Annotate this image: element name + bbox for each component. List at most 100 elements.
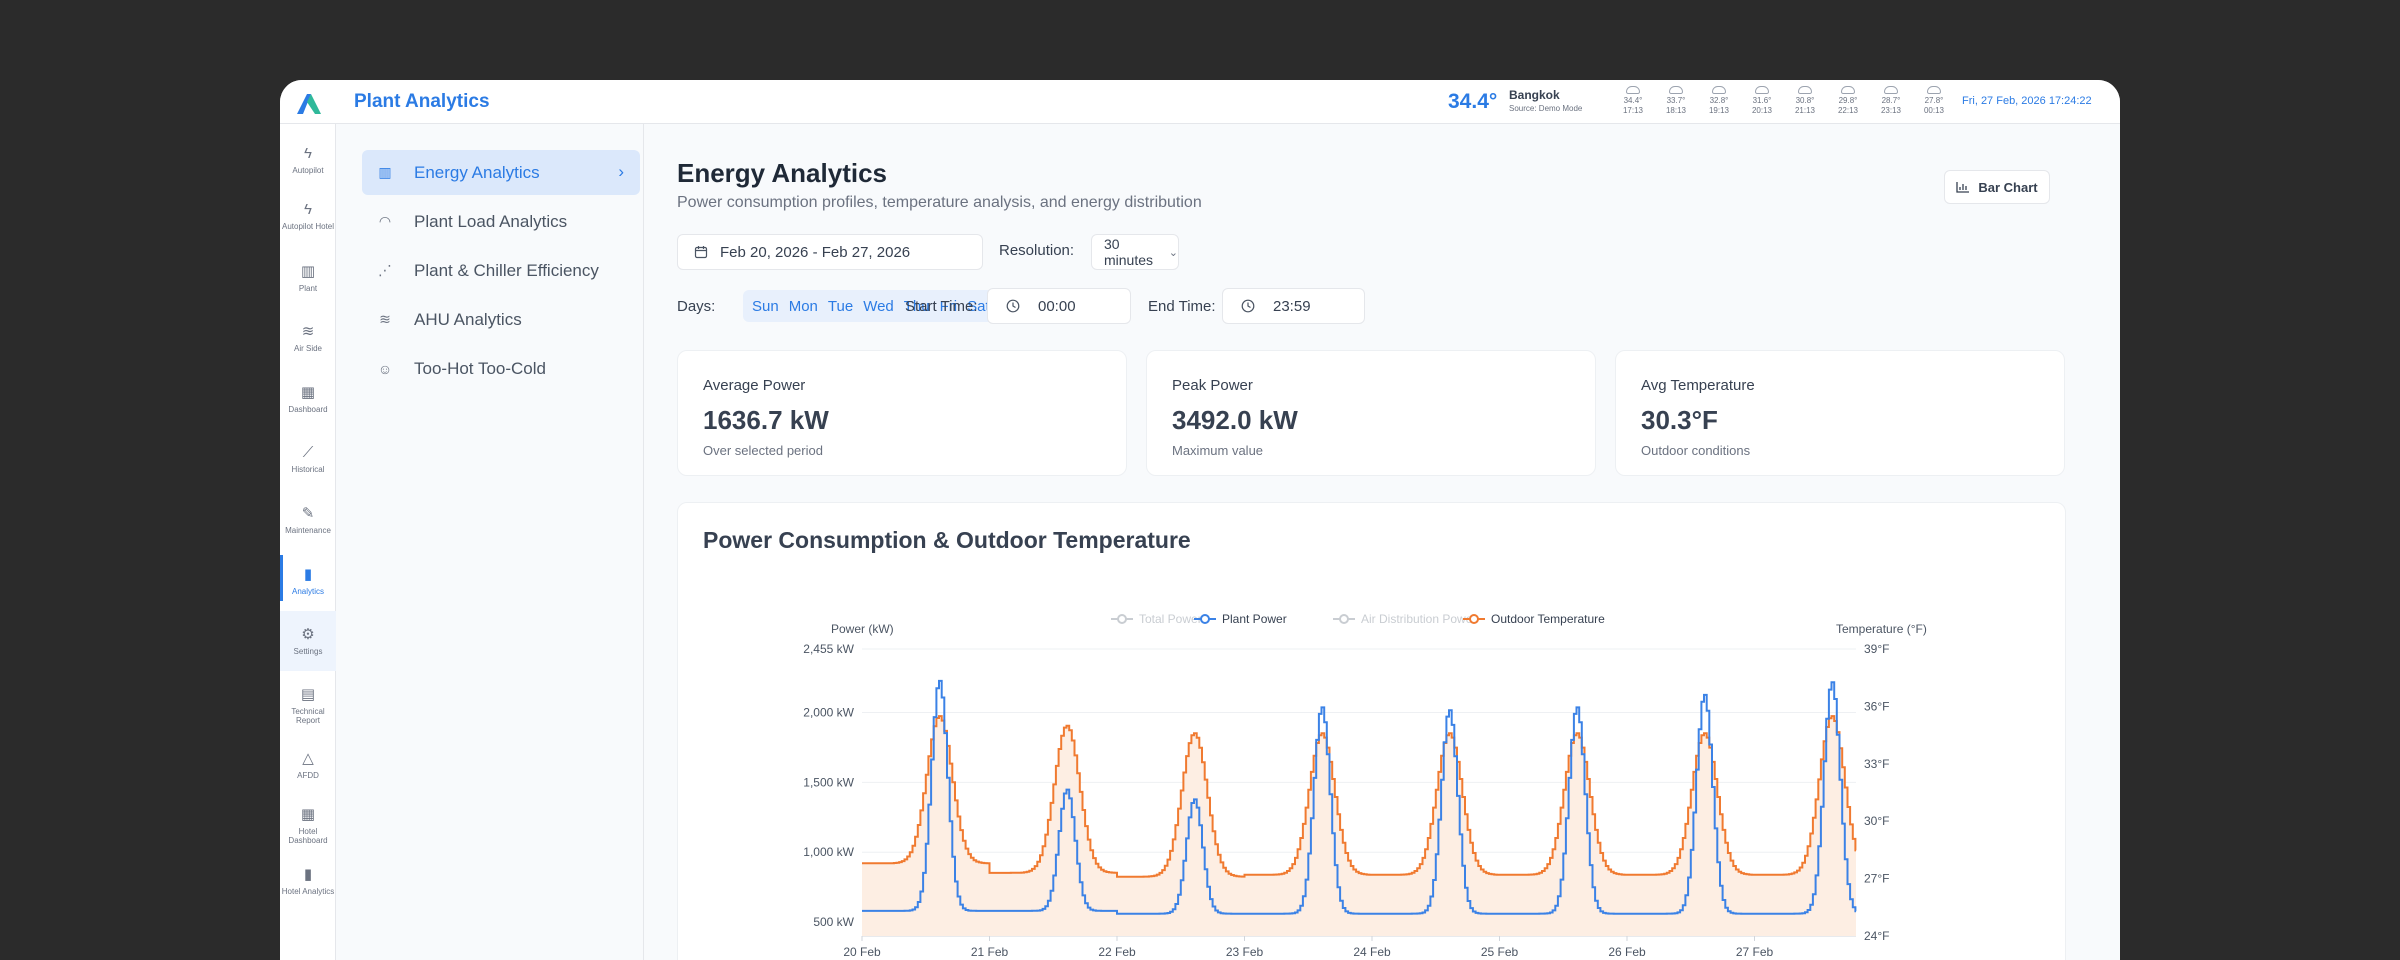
cloud-icon: [1626, 86, 1640, 94]
rail-item-plant[interactable]: ▥ Plant: [280, 264, 336, 294]
rail-item-label: Maintenance: [285, 526, 331, 535]
legend-label: Outdoor Temperature: [1491, 612, 1605, 626]
rail-item-label: Hotel Dashboard: [288, 827, 328, 845]
app-logo[interactable]: [294, 92, 322, 116]
rail-item-autopilot-hotel[interactable]: ϟ Autopilot Hotel: [280, 201, 336, 232]
page-subtitle: Power consumption profiles, temperature …: [677, 194, 1202, 211]
days-label: Days:: [677, 298, 716, 315]
y2-tick-label: 33°F: [1864, 757, 1889, 771]
rail-item-air-side[interactable]: ≋ Air Side: [280, 324, 336, 354]
bar-chart-icon: [1956, 182, 1970, 193]
forecast-hour: 30.8° 21:13: [1790, 86, 1820, 116]
subnav-item-ahu-analytics[interactable]: ≋ AHU Analytics: [362, 297, 640, 342]
rail-item-hotel-analytics[interactable]: ▮ Hotel Analytics: [280, 866, 336, 897]
rail-item-label: Historical: [291, 465, 325, 474]
cloud-icon: [1884, 86, 1898, 94]
x-tick-label: 25 Feb: [1481, 945, 1519, 959]
subnav-item-too-hot-too-cold[interactable]: ☺ Too-Hot Too-Cold: [362, 346, 640, 391]
forecast-hour: 29.8° 22:13: [1833, 86, 1863, 116]
gear-icon: ⚙: [301, 626, 315, 643]
bar-chart-icon: ▮: [303, 866, 313, 883]
bolt-icon: ϟ: [304, 201, 312, 218]
card-value: 1636.7 kW: [703, 405, 829, 435]
end-time-value: 23:59: [1273, 297, 1311, 315]
clock-icon: [1006, 299, 1020, 313]
subnav-item-plant-chiller-efficiency[interactable]: ⋰ Plant & Chiller Efficiency: [362, 248, 640, 293]
scatter-icon: ⋰: [378, 262, 392, 278]
main-content: Energy Analytics Power consumption profi…: [644, 124, 2120, 960]
analytics-subnav: ▥ Energy Analytics › ◠ Plant Load Analytics ⋰…: [336, 124, 644, 960]
day-toggle-wed[interactable]: Wed: [863, 297, 894, 315]
chevron-right-icon: ›: [618, 162, 624, 181]
legend-marker: [1339, 614, 1349, 624]
legend-label: Air Distribution Power: [1361, 612, 1476, 626]
legend-label: Plant Power: [1222, 612, 1287, 626]
subnav-item-label: Plant & Chiller Efficiency: [414, 260, 599, 280]
bar-chart-icon: ▥: [378, 164, 392, 180]
rail-item-technical-report[interactable]: ▤ Technical Report: [280, 687, 336, 726]
rail-item-maintenance[interactable]: ✎ Maintenance: [280, 505, 336, 536]
rail-item-label: Autopilot Hotel: [281, 222, 335, 231]
y2-tick-label: 36°F: [1864, 699, 1889, 713]
rail-item-label: Technical Report: [291, 707, 325, 725]
card-title: Average Power: [703, 377, 806, 394]
day-toggle-thu[interactable]: Thu: [903, 297, 930, 315]
day-toggle-tue[interactable]: Tue: [827, 297, 854, 315]
chevron-down-icon: ⌄: [1168, 246, 1178, 259]
rail-item-afdd[interactable]: △ AFDD: [280, 751, 336, 781]
y-tick-label: 2,000 kW: [803, 706, 854, 720]
avg-temperature-card: Avg Temperature 30.3°F Outdoor condition…: [1615, 350, 2065, 476]
start-time-label: Start Time:: [905, 298, 978, 315]
day-toggle-mon[interactable]: Mon: [788, 297, 818, 315]
legend-item[interactable]: Air Distribution Power: [1333, 612, 1476, 626]
forecast-hour: 27.8° 00:13: [1919, 86, 1949, 116]
subnav-item-energy-analytics[interactable]: ▥ Energy Analytics ›: [362, 150, 640, 195]
x-tick-label: 26 Feb: [1608, 945, 1646, 959]
y2-tick-label: 24°F: [1864, 929, 1889, 943]
rail-item-historical[interactable]: ⟋ Historical: [280, 444, 336, 475]
subnav-item-plant-load-analytics[interactable]: ◠ Plant Load Analytics: [362, 199, 640, 244]
rail-item-autopilot[interactable]: ϟ Autopilot: [280, 146, 336, 176]
subnav-item-label: Energy Analytics: [414, 162, 540, 182]
rail-item-hotel-dashboard[interactable]: ▦ Hotel Dashboard: [280, 807, 336, 846]
forecast-hour: 34.4° 17:13: [1618, 86, 1648, 116]
resolution-value: 30 minutes: [1104, 236, 1154, 268]
card-subtitle: Over selected period: [703, 443, 823, 458]
average-power-card: Average Power 1636.7 kW Over selected pe…: [677, 350, 1127, 476]
calendar-icon: [694, 246, 708, 259]
line-chart-icon: ⟋: [302, 444, 314, 461]
rail-item-analytics[interactable]: ▮ Analytics: [280, 555, 336, 601]
day-toggle-fri[interactable]: Fri: [939, 297, 958, 315]
bar-chart-toggle-button[interactable]: Bar Chart: [1944, 170, 2050, 204]
subnav-item-label: AHU Analytics: [414, 309, 522, 329]
forecast-time: 17:13: [1622, 106, 1644, 115]
forecast-time: 20:13: [1751, 106, 1773, 115]
rail-item-settings[interactable]: ⚙ Settings: [280, 626, 336, 657]
day-toggle-sat[interactable]: Sat: [967, 297, 990, 315]
cloud-icon: [1841, 86, 1855, 94]
x-tick-label: 20 Feb: [843, 945, 881, 959]
legend-item[interactable]: Plant Power: [1194, 612, 1287, 626]
y-tick-label: 500 kW: [813, 915, 854, 929]
grid-icon: ▦: [300, 384, 316, 401]
app-window: Plant Analytics 34.4° Bangkok Source: De…: [280, 80, 2120, 960]
legend-item[interactable]: Outdoor Temperature: [1463, 612, 1605, 626]
date-range-picker[interactable]: Feb 20, 2026 - Feb 27, 2026: [677, 234, 983, 270]
forecast-time: 21:13: [1794, 106, 1816, 115]
legend-item[interactable]: Total Power: [1111, 612, 1202, 626]
forecast-time: 18:13: [1665, 106, 1687, 115]
forecast-temp: 33.7°: [1666, 96, 1686, 105]
y2-tick-label: 39°F: [1864, 642, 1889, 656]
chart-title: Power Consumption & Outdoor Temperature: [703, 527, 1191, 553]
resolution-select[interactable]: 30 minutes ⌄: [1091, 234, 1179, 270]
rail-item-dashboard[interactable]: ▦ Dashboard: [280, 384, 336, 415]
day-toggle-sun[interactable]: Sun: [752, 297, 779, 315]
rail-item-label: Analytics: [291, 587, 324, 596]
clock-icon: [1241, 299, 1255, 313]
y2-tick-label: 30°F: [1864, 814, 1889, 828]
power-temperature-chart: Power (kW) Temperature (°F) Total Power Pla…: [803, 612, 1927, 959]
card-title: Avg Temperature: [1641, 377, 1755, 394]
wrench-icon: ✎: [301, 505, 315, 522]
end-time-input[interactable]: 23:59: [1222, 288, 1365, 324]
start-time-input[interactable]: 00:00: [987, 288, 1131, 324]
